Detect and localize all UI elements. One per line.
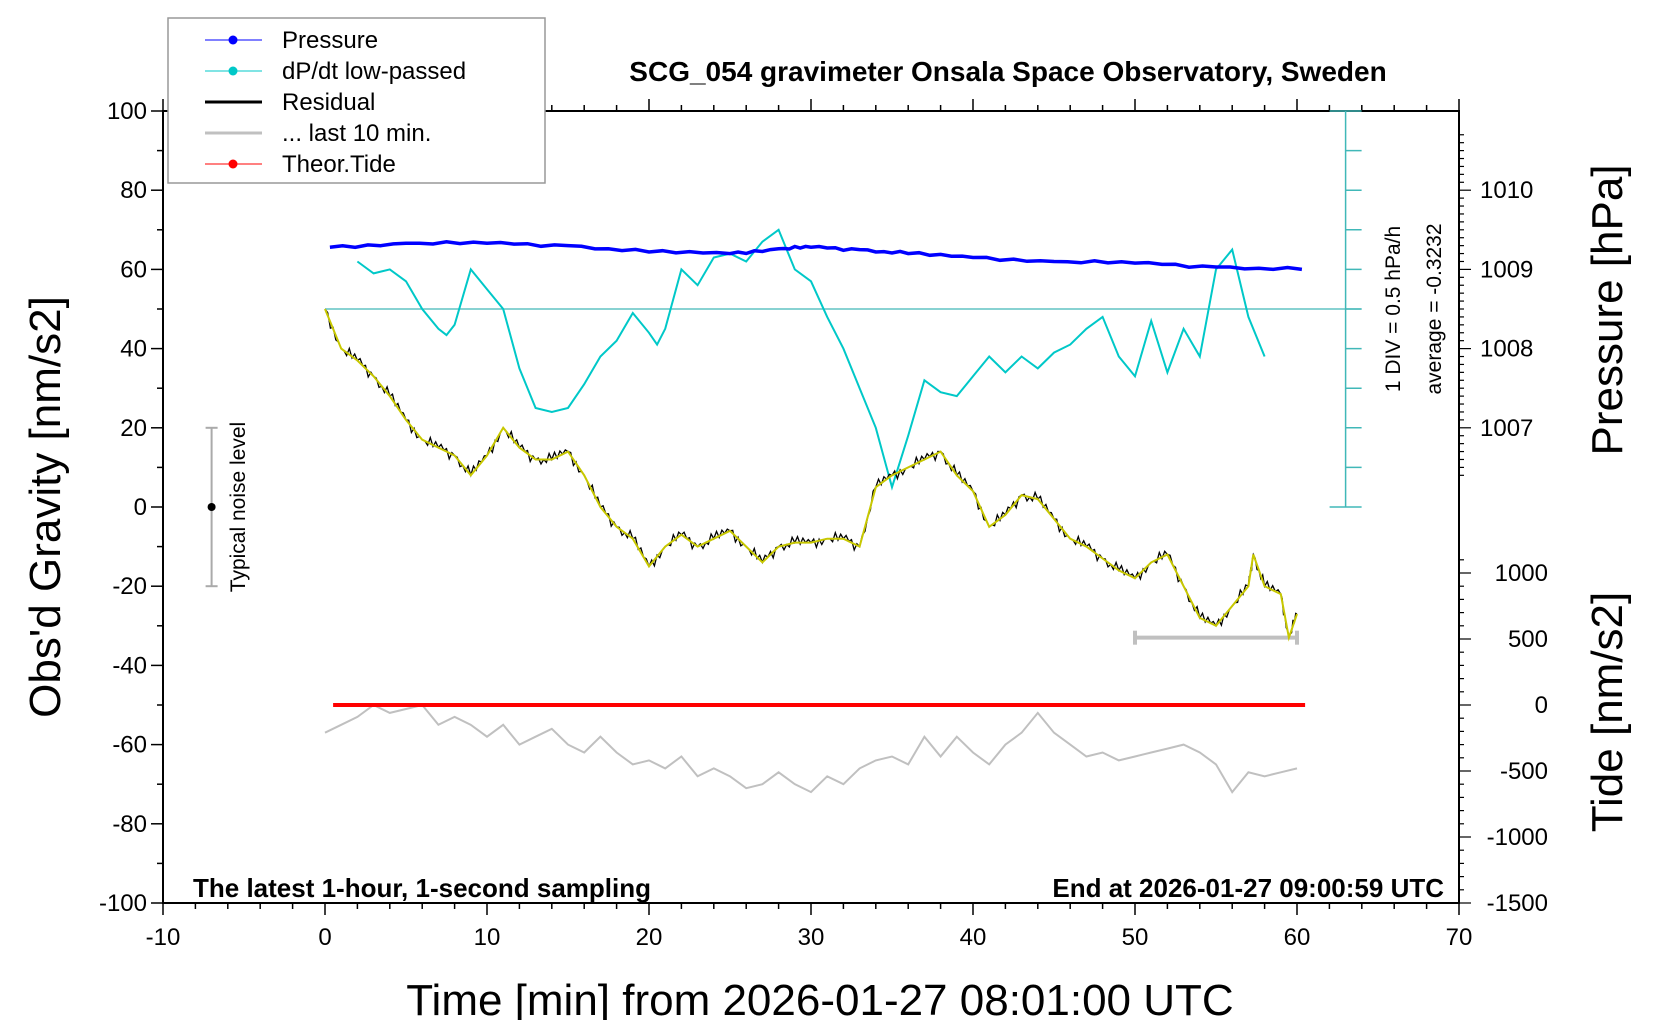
tide-tick-label: 1000 xyxy=(1495,560,1548,587)
dpdt-line xyxy=(356,228,1266,491)
x-tick-label: 40 xyxy=(960,924,987,951)
y-tick-label: 100 xyxy=(107,98,147,125)
pressure-tick-label: 1009 xyxy=(1480,256,1533,283)
plot-frame xyxy=(162,110,1460,904)
x-tick-label: 60 xyxy=(1284,924,1311,951)
y-tick-label: -20 xyxy=(112,573,147,600)
tide-tick-label: -500 xyxy=(1500,758,1548,785)
x-tick-label: 30 xyxy=(798,924,825,951)
tide-tick-label: -1000 xyxy=(1487,824,1548,851)
last-10-min-curve xyxy=(324,703,1298,794)
legend: Pressure dP/dt low-passed Residual ... last… xyxy=(167,17,546,184)
chart-title: SCG_054 gravimeter Onsala Space Observat… xyxy=(629,56,1386,87)
axes: -10 0 10 20 30 40 50 60 70-100-80-60-40-20020406… xyxy=(99,98,1548,951)
series-layer xyxy=(324,228,1306,794)
sampling-note: The latest 1-hour, 1-second sampling xyxy=(193,873,651,903)
y-tick-label: -100 xyxy=(99,890,147,917)
legend-marker xyxy=(228,159,238,169)
dpdt-average-label: average = -0.3232 xyxy=(1423,223,1446,394)
dpdt-scale-label: 1 DIV = 0.5 hPa/h xyxy=(1382,226,1405,392)
pressure-axis-label: Pressure [hPa] xyxy=(1583,164,1632,455)
pressure-tick-label: 1007 xyxy=(1480,415,1533,442)
y-tick-label: 60 xyxy=(120,256,147,283)
pressure-line xyxy=(329,240,1303,272)
tide-axis-label: Tide [nm/s2] xyxy=(1583,592,1632,832)
tide-tick-label: 500 xyxy=(1508,626,1548,653)
x-tick-label: 50 xyxy=(1122,924,1149,951)
x-tick-label: 20 xyxy=(636,924,663,951)
pressure-tick-label: 1008 xyxy=(1480,336,1533,363)
legend-label: Residual xyxy=(282,89,375,116)
y-tick-label: -80 xyxy=(112,811,147,838)
y-tick-label: -60 xyxy=(112,732,147,759)
x-tick-label: -10 xyxy=(146,924,181,951)
y-tick-label: 80 xyxy=(120,177,147,204)
tide-tick-label: 0 xyxy=(1535,692,1548,719)
y-tick-label: 40 xyxy=(120,336,147,363)
end-time-note: End at 2026-01-27 09:00:59 UTC xyxy=(1052,873,1444,903)
y-tick-label: 20 xyxy=(120,415,147,442)
legend-label: ... last 10 min. xyxy=(282,120,431,147)
residual-line xyxy=(324,308,1298,641)
noise-center-dot xyxy=(207,503,216,511)
x-tick-label: 0 xyxy=(318,924,331,951)
legend-marker xyxy=(228,35,238,45)
noise-level-label: Typical noise level xyxy=(227,422,250,592)
y-tick-label: 0 xyxy=(134,494,147,521)
y-axis-label: Obs'd Gravity [nm/s2] xyxy=(21,296,70,718)
y-tick-label: -40 xyxy=(112,652,147,679)
legend-marker xyxy=(228,66,238,76)
legend-label: dP/dt low-passed xyxy=(282,58,466,85)
legend-label: Pressure xyxy=(282,27,378,54)
residual-smoothed-line xyxy=(324,308,1298,642)
x-tick-label: 70 xyxy=(1446,924,1473,951)
tide-tick-label: -1500 xyxy=(1487,890,1548,917)
x-axis-label: Time [min] from 2026-01-27 08:01:00 UTC xyxy=(406,976,1233,1020)
pressure-tick-label: 1010 xyxy=(1480,177,1533,204)
legend-label: Theor.Tide xyxy=(282,151,396,178)
x-tick-label: 10 xyxy=(474,924,501,951)
